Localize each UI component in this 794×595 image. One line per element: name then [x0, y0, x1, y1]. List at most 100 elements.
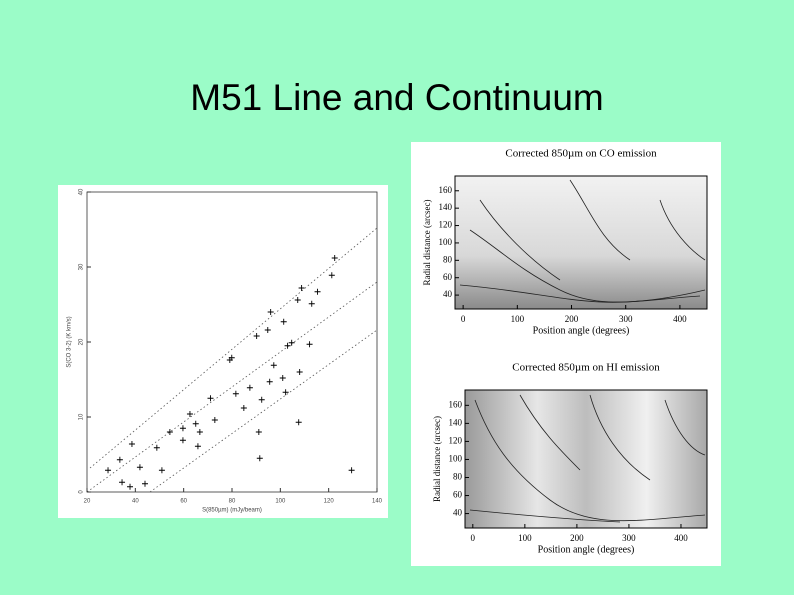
point [158, 467, 165, 474]
point [306, 341, 313, 348]
point [255, 429, 262, 435]
point [119, 479, 126, 486]
point [127, 483, 134, 490]
contour [659, 199, 706, 261]
y-tick-label: 0 [79, 490, 85, 494]
contour [589, 394, 651, 481]
y-tick-label: 100 [449, 454, 463, 464]
contour [479, 199, 561, 281]
x-tick-label: 100 [275, 499, 286, 505]
point [264, 327, 271, 333]
x-axis-label: S(850µm) (mJy/beam) [202, 508, 262, 514]
y-tick-label: 60 [443, 272, 453, 282]
point [179, 425, 186, 432]
point [142, 480, 148, 487]
y-axis-label: S(CO 3-2) (K km/s) [67, 316, 73, 367]
x-axis-label: Position angle (degrees) [533, 325, 630, 336]
point [128, 441, 135, 447]
point [232, 390, 239, 397]
point [328, 272, 335, 279]
x-tick-label: 400 [673, 314, 687, 324]
point [308, 300, 315, 307]
panel-title: Corrected 850µm on CO emission [505, 148, 657, 160]
point [266, 378, 273, 385]
panel-title: Corrected 850µm on HI emission [512, 362, 660, 374]
x-tick-label: 20 [84, 499, 91, 505]
point [279, 375, 286, 381]
contour [474, 399, 706, 522]
y-tick-label: 160 [439, 185, 453, 195]
point [253, 333, 260, 339]
point [331, 255, 338, 261]
point [267, 309, 274, 315]
x-tick-label: 300 [622, 533, 636, 543]
x-tick-label: 40 [132, 499, 139, 505]
y-tick-label: 80 [453, 472, 463, 482]
x-axis-label: Position angle (degrees) [538, 544, 635, 555]
point [284, 342, 291, 349]
point [186, 411, 193, 417]
y-tick-label: 120 [439, 220, 453, 230]
point [240, 405, 247, 411]
x-tick-label: 200 [565, 314, 579, 324]
x-tick-label: 80 [229, 499, 236, 505]
y-tick-label: 100 [439, 237, 453, 247]
point [270, 362, 277, 369]
point [136, 464, 143, 471]
point [246, 384, 253, 391]
point [192, 420, 199, 427]
contour [569, 179, 631, 261]
contour [519, 394, 581, 471]
y-tick-label: 60 [453, 490, 463, 500]
y-tick-label: 120 [449, 435, 463, 445]
point [211, 417, 218, 423]
y-tick-label: 140 [439, 202, 453, 212]
point [280, 318, 287, 325]
point [153, 444, 160, 451]
point [105, 467, 112, 474]
point [295, 419, 302, 426]
y-tick-label: 20 [79, 338, 85, 345]
contour [469, 229, 701, 303]
x-tick-label: 100 [511, 314, 525, 324]
x-tick-label: 300 [619, 314, 633, 324]
x-tick-label: 400 [674, 533, 688, 543]
point [226, 357, 233, 363]
point [296, 369, 303, 375]
y-axis-label: Radial distance (arcsec) [422, 200, 432, 286]
y-tick-label: 40 [79, 188, 85, 195]
point [348, 467, 355, 474]
point [256, 455, 263, 462]
point [288, 339, 295, 346]
point [282, 389, 289, 396]
y-tick-label: 10 [79, 413, 85, 420]
x-tick-label: 140 [372, 499, 383, 505]
point [207, 395, 214, 402]
point [116, 456, 123, 463]
point [194, 443, 201, 450]
y-tick-label: 30 [79, 263, 85, 270]
y-tick-label: 80 [443, 254, 453, 264]
y-axis-label: Radial distance (arcsec) [432, 416, 442, 502]
point [258, 396, 265, 403]
map-image [454, 175, 708, 310]
contour [664, 399, 706, 456]
point [196, 429, 203, 435]
figure-left [58, 185, 388, 518]
point [298, 285, 305, 291]
point [166, 429, 173, 435]
x-tick-label: 0 [471, 533, 476, 543]
slide-title: M51 Line and Continuum [190, 77, 603, 118]
x-tick-label: 200 [570, 533, 584, 543]
point [179, 437, 186, 444]
x-tick-label: 0 [461, 314, 466, 324]
map-image [464, 389, 708, 529]
y-tick-label: 160 [449, 399, 463, 409]
y-tick-label: 140 [449, 417, 463, 427]
x-tick-label: 60 [180, 499, 187, 505]
x-tick-label: 100 [518, 533, 532, 543]
x-tick-label: 120 [324, 499, 335, 505]
contour [469, 509, 621, 523]
